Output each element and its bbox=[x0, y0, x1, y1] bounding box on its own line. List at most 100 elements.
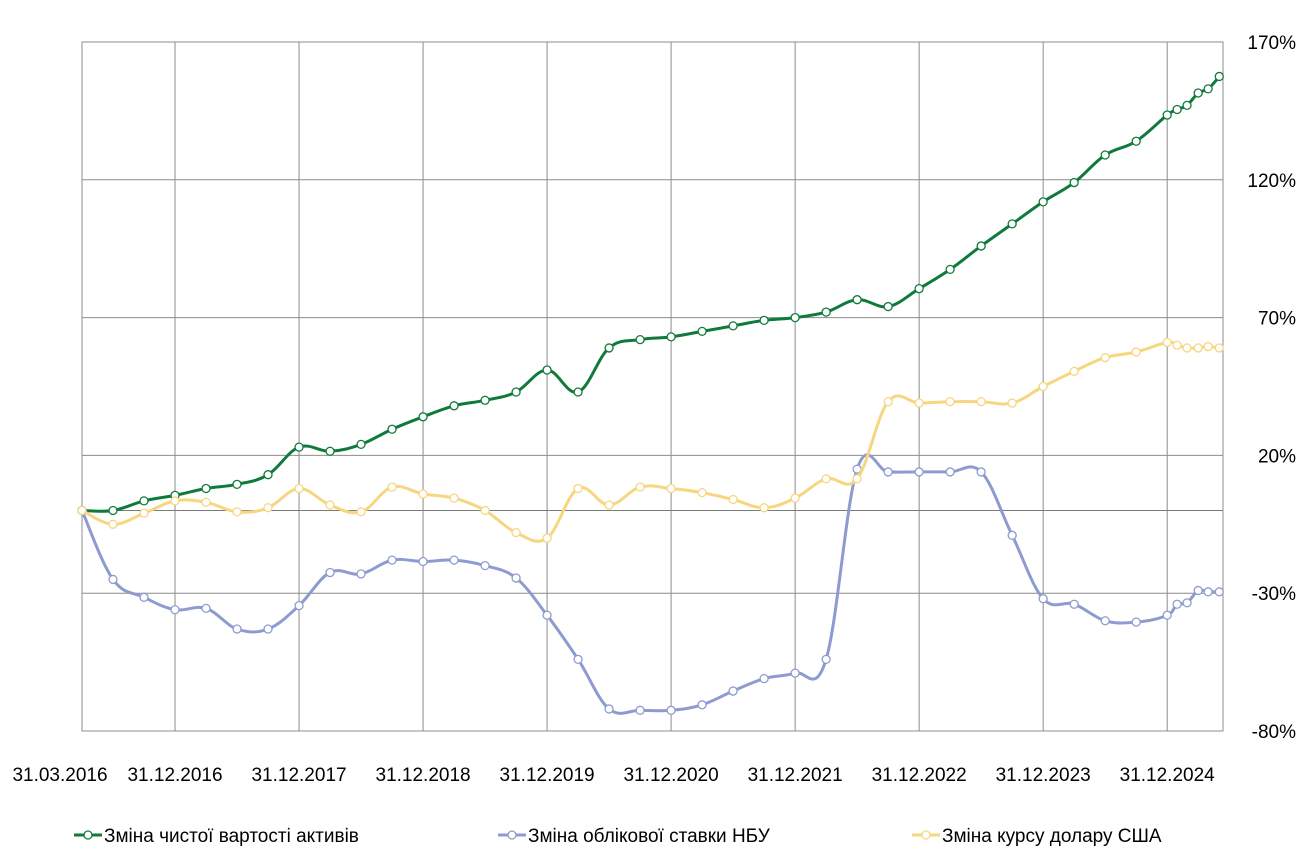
data-point bbox=[883, 467, 893, 477]
data-point bbox=[666, 483, 676, 494]
data-point bbox=[139, 496, 149, 506]
data-point bbox=[387, 424, 397, 434]
y-tick-label: 170% bbox=[1247, 33, 1296, 54]
data-point bbox=[914, 467, 924, 477]
series-1 bbox=[77, 71, 1224, 516]
legend-label: Зміна курсу долару США bbox=[942, 826, 1162, 847]
data-point bbox=[728, 494, 738, 505]
data-point bbox=[263, 503, 273, 513]
data-point bbox=[1193, 585, 1203, 596]
data-point bbox=[511, 387, 521, 397]
x-tick-label: 31.12.2016 bbox=[127, 765, 222, 786]
data-point bbox=[108, 519, 118, 529]
data-point bbox=[325, 446, 335, 456]
series-line bbox=[80, 453, 1220, 715]
data-point bbox=[635, 482, 645, 492]
data-point bbox=[1182, 598, 1192, 608]
data-point bbox=[542, 533, 552, 543]
data-point bbox=[1069, 599, 1079, 609]
data-point bbox=[387, 482, 397, 492]
data-point bbox=[1162, 337, 1172, 348]
data-point bbox=[418, 489, 428, 499]
legend-marker bbox=[83, 830, 93, 840]
data-point bbox=[1182, 343, 1192, 353]
data-point bbox=[759, 503, 769, 513]
data-point bbox=[1100, 616, 1110, 626]
data-point bbox=[356, 507, 366, 517]
data-point bbox=[1131, 617, 1141, 627]
x-tick-label: 31.03.2016 bbox=[12, 765, 107, 786]
legend: Зміна чистої вартості активів Зміна облік… bbox=[74, 826, 1162, 847]
data-point bbox=[573, 387, 583, 397]
x-tick-label: 31.12.2021 bbox=[748, 765, 843, 786]
data-point bbox=[1007, 398, 1017, 408]
data-point bbox=[604, 500, 614, 510]
data-point bbox=[418, 412, 428, 422]
data-point bbox=[480, 505, 490, 516]
series-line bbox=[81, 75, 1221, 513]
data-point bbox=[356, 569, 366, 579]
data-point bbox=[170, 605, 180, 615]
data-point bbox=[914, 398, 924, 408]
data-point bbox=[573, 483, 583, 494]
data-point bbox=[1193, 88, 1203, 98]
x-tick-label: 31.12.2018 bbox=[376, 765, 471, 786]
data-point bbox=[635, 334, 645, 345]
data-point bbox=[201, 603, 211, 614]
data-point bbox=[201, 483, 211, 494]
legend-marker bbox=[921, 830, 931, 840]
y-tick-label: 20% bbox=[1258, 446, 1296, 467]
data-point bbox=[1214, 343, 1224, 353]
data-point bbox=[821, 654, 831, 664]
series-lines bbox=[77, 71, 1224, 715]
legend-item: Зміна курсу долару США bbox=[912, 826, 1162, 847]
data-point bbox=[325, 500, 335, 510]
data-point bbox=[945, 467, 955, 477]
data-point bbox=[976, 467, 986, 477]
legend-label: Зміна чистої вартості активів bbox=[104, 826, 359, 847]
data-point bbox=[821, 307, 831, 317]
data-point bbox=[635, 705, 645, 715]
data-point bbox=[1172, 599, 1182, 609]
data-point bbox=[759, 315, 769, 326]
data-point bbox=[1203, 341, 1213, 352]
data-point bbox=[759, 673, 769, 684]
data-point bbox=[356, 439, 366, 450]
data-point bbox=[883, 397, 893, 407]
data-point bbox=[1203, 587, 1213, 597]
data-point bbox=[1069, 366, 1079, 376]
data-point bbox=[1038, 594, 1048, 604]
data-point bbox=[418, 556, 428, 567]
data-point bbox=[263, 470, 273, 480]
data-point bbox=[1172, 340, 1182, 350]
data-point bbox=[976, 241, 986, 251]
data-point bbox=[1131, 347, 1141, 357]
plot-frame bbox=[81, 41, 1224, 732]
legend-marker bbox=[507, 830, 517, 840]
data-point bbox=[914, 284, 924, 294]
gridlines bbox=[81, 41, 1224, 732]
data-point bbox=[511, 573, 521, 583]
y-tick-label: 120% bbox=[1247, 171, 1296, 192]
data-point bbox=[728, 321, 738, 331]
data-point bbox=[1100, 150, 1110, 160]
data-point bbox=[1038, 197, 1048, 207]
data-point bbox=[542, 610, 552, 620]
series-2 bbox=[77, 453, 1224, 715]
data-point bbox=[1007, 530, 1017, 540]
data-point bbox=[697, 487, 707, 498]
x-tick-label: 31.12.2024 bbox=[1120, 765, 1216, 786]
data-point bbox=[852, 295, 862, 305]
data-point bbox=[480, 560, 490, 571]
data-point bbox=[666, 332, 676, 342]
data-point bbox=[790, 493, 800, 503]
data-point bbox=[449, 555, 459, 565]
data-point bbox=[1203, 84, 1213, 94]
data-point bbox=[232, 507, 242, 517]
data-point bbox=[542, 365, 552, 375]
data-point bbox=[790, 312, 800, 323]
y-tick-label: -30% bbox=[1252, 584, 1296, 605]
x-tick-label: 31.12.2019 bbox=[500, 765, 595, 786]
data-point bbox=[232, 624, 242, 634]
